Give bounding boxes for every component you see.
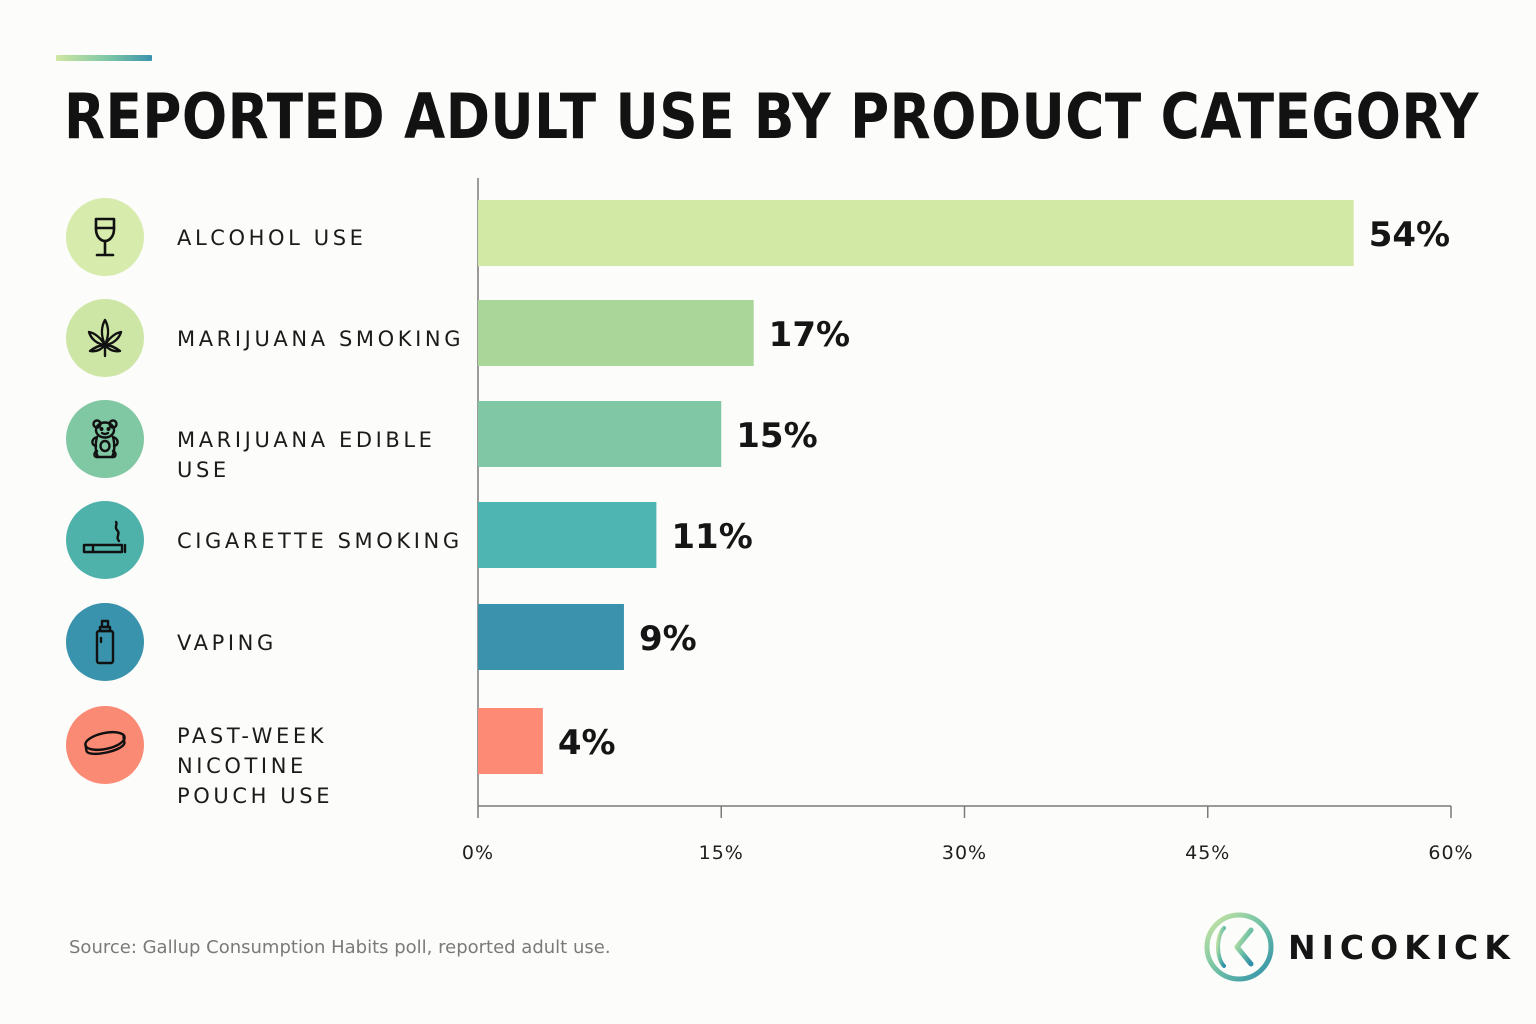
nicokick-logo-icon (1204, 912, 1274, 982)
brand-logo-block: NICOKICK (1204, 912, 1516, 982)
gummy-bear-icon (66, 400, 144, 478)
cannabis-leaf-icon (66, 299, 144, 377)
category-label: CIGARETTE SMOKING (177, 529, 463, 553)
page-title: REPORTED ADULT USE BY PRODUCT CATEGORY (64, 80, 1479, 153)
value-label: 54% (1369, 215, 1450, 255)
x-tick-label: 0% (462, 842, 494, 864)
nicotine-pouch-icon (66, 706, 144, 784)
bar (478, 604, 624, 670)
wine-glass-icon (66, 198, 144, 276)
bar (478, 300, 754, 366)
source-note: Source: Gallup Consumption Habits poll, … (69, 937, 611, 958)
bar-chart: 0% 15% 30% 45% 60% 54% 17% 15% 11% 9% 4% (462, 178, 1473, 864)
bar (478, 401, 722, 467)
category-label: MARIJUANA EDIBLE USE (177, 428, 436, 482)
x-tick-label: 30% (942, 842, 987, 864)
brand-name: NICOKICK (1288, 927, 1516, 967)
category-label: ALCOHOL USE (177, 226, 367, 250)
value-label: 15% (736, 416, 817, 456)
cigarette-icon (66, 501, 144, 579)
x-tick-label: 45% (1185, 842, 1230, 864)
bar (478, 200, 1354, 266)
bar (478, 502, 657, 568)
category-label: PAST-WEEK NICOTINE POUCH USE (177, 724, 334, 808)
accent-line (56, 55, 152, 61)
category-label: VAPING (177, 631, 277, 655)
x-tick-label: 15% (699, 842, 744, 864)
x-tick-label: 60% (1428, 842, 1473, 864)
value-label: 11% (671, 517, 752, 557)
value-label: 17% (769, 315, 850, 355)
category-label: MARIJUANA SMOKING (177, 327, 465, 351)
bar (478, 708, 543, 774)
value-label: 4% (558, 723, 616, 763)
vape-icon (66, 603, 144, 681)
value-label: 9% (639, 619, 697, 659)
